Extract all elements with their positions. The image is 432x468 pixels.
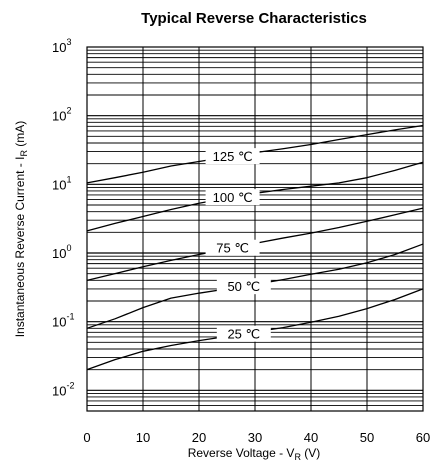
x-tick-label: 20 [192, 430, 206, 445]
curve-labels: 125 ℃ 100 ℃ 75 ℃ 50 ℃ 25 ℃ [205, 148, 271, 342]
x-tick-labels: 0 10 20 30 40 50 60 [83, 430, 430, 445]
y-tick-exponent: 2 [66, 106, 71, 116]
y-tick-label: 10-2 [52, 380, 74, 398]
y-axis-label-suffix: (mA) [13, 121, 27, 150]
series-label: 75 ℃ [216, 241, 249, 256]
y-tick-base: 10 [52, 177, 66, 192]
series-label: 25 ℃ [227, 327, 260, 342]
series-label-bg [216, 278, 271, 295]
x-tick-label: 40 [304, 430, 318, 445]
x-tick-label: 0 [83, 430, 90, 445]
y-tick-label: 103 [52, 37, 71, 55]
y-axis-label-main: Instantaneous Reverse Current - I [13, 157, 27, 338]
series-label-bg [205, 189, 260, 206]
series-label-bg [205, 239, 260, 256]
y-tick-base: 10 [52, 40, 66, 55]
x-axis-label-suffix: (V) [301, 446, 320, 460]
y-tick-base: 10 [52, 315, 66, 330]
x-tick-label: 10 [136, 430, 150, 445]
y-tick-base: 10 [52, 383, 66, 398]
y-tick-label: 101 [52, 174, 71, 192]
series-label: 100 ℃ [213, 190, 253, 205]
x-tick-label: 60 [416, 430, 430, 445]
plot-frame [86, 46, 424, 412]
series-label: 125 ℃ [213, 149, 253, 164]
series-label: 50 ℃ [227, 279, 260, 294]
y-tick-label: 10-1 [52, 312, 74, 330]
y-tick-base: 10 [52, 109, 66, 124]
grid [87, 47, 423, 412]
y-tick-label: 100 [52, 243, 71, 261]
y-tick-base: 10 [52, 246, 66, 261]
y-tick-exponent: -2 [66, 380, 74, 390]
y-axis-label: Instantaneous Reverse Current - IR (mA) [13, 121, 29, 338]
x-axis-label-main: Reverse Voltage - V [188, 446, 295, 460]
y-tick-exponent: 3 [66, 37, 71, 47]
y-tick-exponent: 1 [66, 174, 71, 184]
x-tick-label: 50 [360, 430, 374, 445]
chart-title: Typical Reverse Characteristics [141, 10, 367, 27]
y-tick-exponent: 0 [66, 243, 71, 253]
series-label-bg [205, 148, 260, 165]
y-axis-label-sub: R [19, 150, 29, 157]
y-tick-exponent: -1 [66, 312, 74, 322]
y-tick-label: 102 [52, 106, 71, 124]
x-tick-label: 30 [248, 430, 262, 445]
x-axis-label-sub: R [294, 452, 301, 462]
series-label-bg [216, 325, 271, 342]
x-axis-label: Reverse Voltage - VR (V) [188, 446, 321, 462]
